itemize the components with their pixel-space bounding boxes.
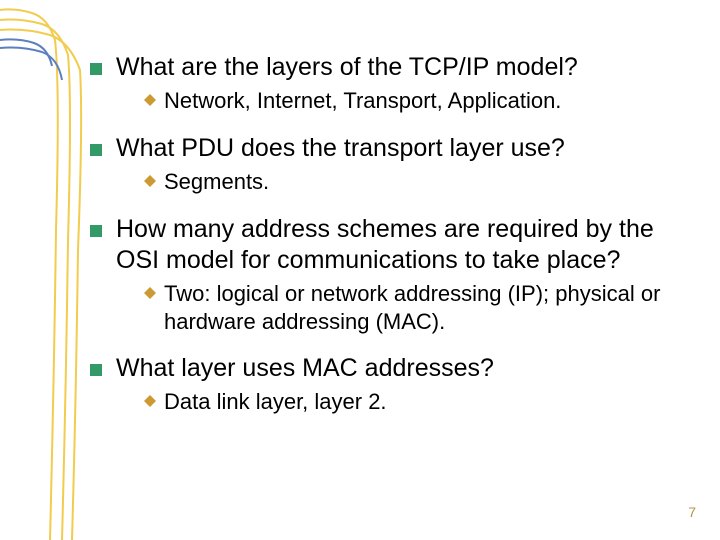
corner-decoration <box>0 0 85 540</box>
list-item: What are the layers of the TCP/IP model? <box>90 52 690 83</box>
list-subitem: Data link layer, layer 2. <box>144 388 690 416</box>
square-bullet-icon <box>90 364 102 376</box>
list-item: How many address schemes are required by… <box>90 214 690 277</box>
square-bullet-icon <box>90 225 102 237</box>
list-item: What layer uses MAC addresses? <box>90 353 690 384</box>
answer-text: Segments. <box>164 168 690 196</box>
list-item: What PDU does the transport layer use? <box>90 133 690 164</box>
answer-text: Two: logical or network addressing (IP);… <box>164 280 690 335</box>
question-text: What layer uses MAC addresses? <box>116 353 690 384</box>
diamond-bullet-icon <box>144 94 156 106</box>
question-text: How many address schemes are required by… <box>116 214 690 277</box>
answer-text: Network, Internet, Transport, Applicatio… <box>164 87 690 115</box>
list-subitem: Network, Internet, Transport, Applicatio… <box>144 87 690 115</box>
question-text: What PDU does the transport layer use? <box>116 133 690 164</box>
list-subitem: Two: logical or network addressing (IP);… <box>144 280 690 335</box>
page-number: 7 <box>688 504 696 520</box>
diamond-bullet-icon <box>144 287 156 299</box>
diamond-bullet-icon <box>144 395 156 407</box>
question-text: What are the layers of the TCP/IP model? <box>116 52 690 83</box>
square-bullet-icon <box>90 144 102 156</box>
answer-text: Data link layer, layer 2. <box>164 388 690 416</box>
list-subitem: Segments. <box>144 168 690 196</box>
square-bullet-icon <box>90 63 102 75</box>
slide-content: What are the layers of the TCP/IP model?… <box>90 52 690 434</box>
diamond-bullet-icon <box>144 175 156 187</box>
